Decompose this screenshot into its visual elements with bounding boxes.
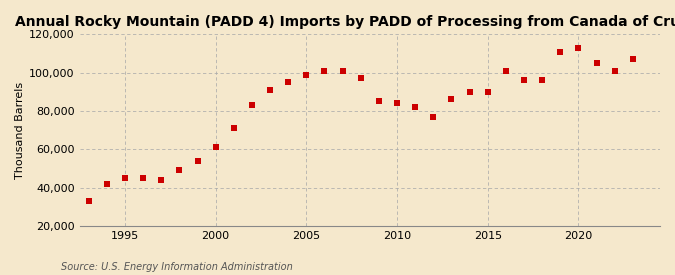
Point bbox=[246, 103, 257, 108]
Point bbox=[518, 78, 529, 82]
Point bbox=[265, 88, 275, 92]
Point bbox=[156, 178, 167, 182]
Point bbox=[283, 80, 294, 84]
Point bbox=[591, 61, 602, 65]
Title: Annual Rocky Mountain (PADD 4) Imports by PADD of Processing from Canada of Crud: Annual Rocky Mountain (PADD 4) Imports b… bbox=[15, 15, 675, 29]
Point bbox=[627, 57, 638, 61]
Point bbox=[338, 68, 348, 73]
Point bbox=[192, 159, 203, 163]
Point bbox=[500, 68, 511, 73]
Y-axis label: Thousand Barrels: Thousand Barrels bbox=[15, 82, 25, 179]
Point bbox=[573, 46, 584, 50]
Point bbox=[392, 101, 402, 106]
Point bbox=[428, 114, 439, 119]
Point bbox=[174, 168, 185, 172]
Point bbox=[119, 176, 130, 180]
Text: Source: U.S. Energy Information Administration: Source: U.S. Energy Information Administ… bbox=[61, 262, 292, 272]
Point bbox=[483, 90, 493, 94]
Point bbox=[301, 72, 312, 77]
Point bbox=[464, 90, 475, 94]
Point bbox=[101, 182, 112, 186]
Point bbox=[319, 68, 330, 73]
Point bbox=[610, 68, 620, 73]
Point bbox=[211, 145, 221, 150]
Point bbox=[138, 176, 148, 180]
Point bbox=[373, 99, 384, 104]
Point bbox=[555, 50, 566, 54]
Point bbox=[446, 97, 457, 102]
Point bbox=[355, 76, 366, 81]
Point bbox=[537, 78, 547, 82]
Point bbox=[410, 105, 421, 109]
Point bbox=[83, 199, 94, 203]
Point bbox=[228, 126, 239, 130]
